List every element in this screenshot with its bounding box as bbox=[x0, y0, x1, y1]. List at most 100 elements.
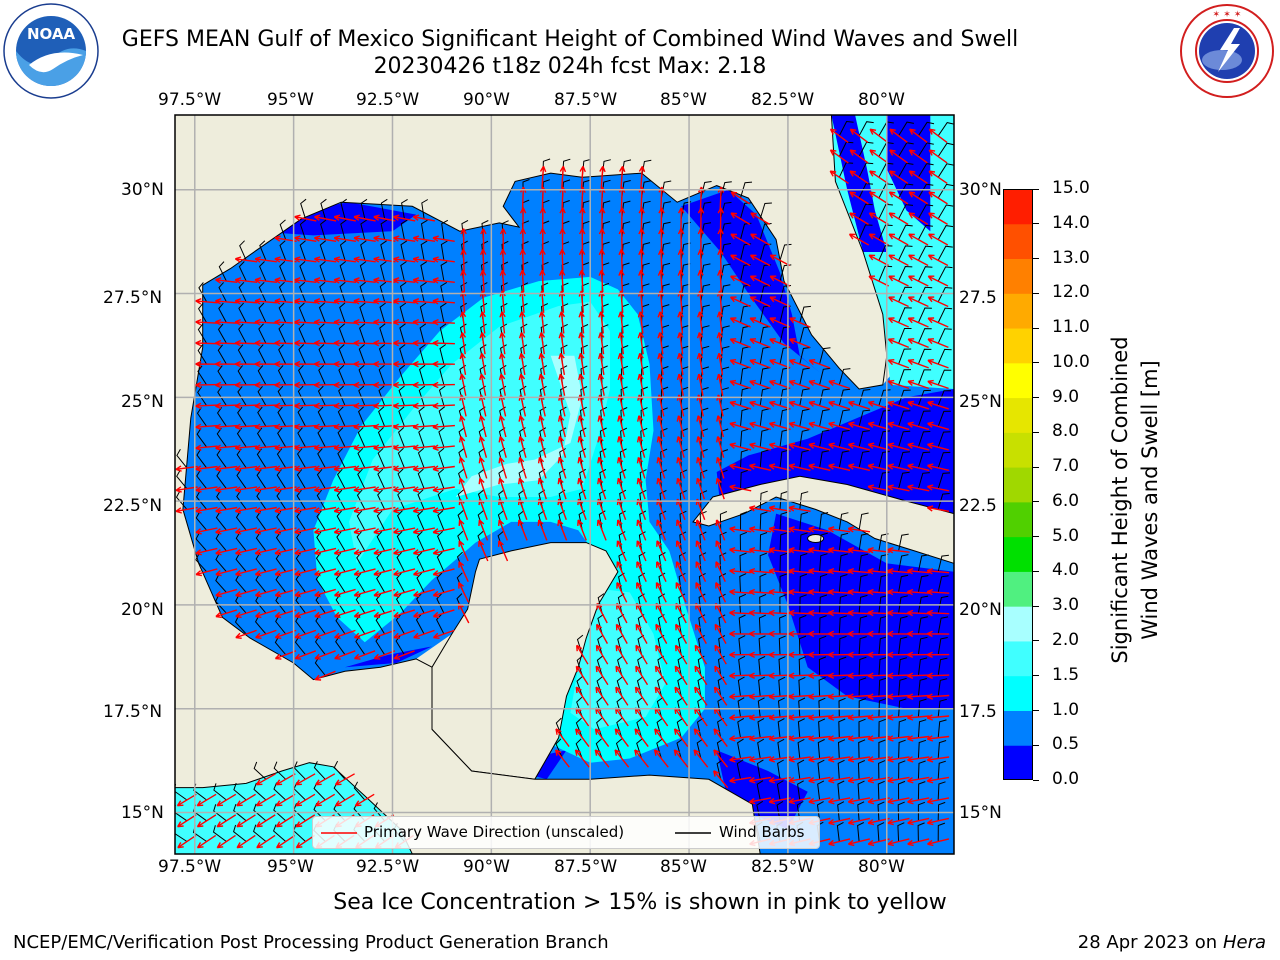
wave-direction-arrow bbox=[575, 686, 589, 706]
wind-barb bbox=[396, 551, 405, 572]
map-legend: Primary Wave Direction (unscaled) Wind B… bbox=[312, 816, 820, 849]
wave-direction-arrow bbox=[828, 756, 851, 763]
wind-barb bbox=[798, 656, 806, 676]
wave-direction-arrow bbox=[235, 629, 257, 639]
wind-barb bbox=[237, 406, 247, 427]
wind-barb bbox=[641, 262, 650, 282]
wave-direction-arrow bbox=[254, 256, 277, 263]
wind-barb bbox=[758, 635, 766, 655]
wind-barb bbox=[799, 614, 807, 634]
wind-barb bbox=[680, 283, 691, 302]
wind-barb bbox=[298, 302, 306, 323]
wave-direction-arrow bbox=[393, 214, 416, 222]
wave-direction-arrow bbox=[907, 609, 930, 617]
wind-barb bbox=[660, 201, 671, 219]
wave-direction-arrow bbox=[215, 527, 238, 535]
wave-direction-arrow bbox=[373, 588, 396, 598]
wave-direction-arrow bbox=[254, 527, 277, 535]
wave-band-1.5-2m-yucatan bbox=[570, 588, 666, 730]
wind-barb bbox=[659, 469, 668, 489]
wind-barb bbox=[641, 242, 651, 261]
wave-direction-arrow bbox=[887, 797, 910, 805]
wave-direction-arrow bbox=[749, 296, 771, 308]
wind-barb bbox=[196, 448, 207, 469]
colorbar-segment bbox=[1003, 189, 1033, 225]
lat-tick-label: 22.5°N bbox=[103, 496, 163, 516]
wind-barb bbox=[359, 302, 366, 323]
wind-barb bbox=[898, 328, 912, 344]
wind-barb bbox=[877, 801, 885, 821]
wave-direction-arrow bbox=[294, 360, 317, 368]
wave-direction-arrow bbox=[478, 540, 489, 562]
wave-direction-arrow bbox=[769, 317, 791, 328]
wind-barb bbox=[357, 447, 366, 469]
wind-barb bbox=[898, 554, 909, 572]
wave-direction-arrow bbox=[729, 651, 752, 659]
wind-barb bbox=[238, 302, 247, 323]
wave-direction-arrow bbox=[579, 165, 586, 189]
wind-barb bbox=[937, 286, 953, 303]
wind-barb bbox=[597, 593, 605, 614]
wave-direction-arrow bbox=[657, 352, 664, 376]
wind-barb bbox=[639, 448, 648, 468]
wave-direction-arrow bbox=[889, 128, 908, 143]
wave-direction-arrow bbox=[275, 834, 296, 849]
wind-barb bbox=[680, 469, 688, 489]
wave-direction-arrow bbox=[555, 728, 570, 748]
wave-direction-arrow bbox=[750, 212, 771, 226]
wave-direction-arrow bbox=[907, 776, 930, 784]
wave-direction-arrow bbox=[275, 773, 296, 786]
wind-barb bbox=[917, 389, 931, 406]
wind-barb bbox=[777, 738, 785, 759]
wind-barb bbox=[700, 284, 711, 302]
wind-barb bbox=[740, 366, 750, 385]
wave-direction-arrow bbox=[353, 568, 376, 577]
wind-barb bbox=[837, 801, 845, 821]
wave-direction-arrow bbox=[887, 547, 910, 554]
wave-direction-arrow bbox=[254, 360, 277, 368]
map-title: GEFS MEAN Gulf of Mexico Significant Hei… bbox=[121, 27, 1019, 52]
wave-direction-arrow bbox=[748, 776, 772, 784]
wave-direction-arrow bbox=[615, 623, 628, 644]
wave-direction-arrow bbox=[538, 311, 546, 334]
wind-barb bbox=[937, 760, 946, 780]
wind-barb bbox=[277, 385, 287, 406]
wind-barb bbox=[660, 448, 668, 468]
wave-direction-arrow bbox=[393, 465, 416, 472]
wave-direction-arrow bbox=[558, 332, 565, 355]
wave-direction-arrow bbox=[234, 256, 258, 263]
colorbar-tick-label: 12.0 bbox=[1052, 282, 1090, 303]
colorbar-frame bbox=[1003, 189, 1033, 780]
wave-direction-arrow bbox=[353, 402, 376, 410]
wind-barb bbox=[397, 447, 405, 469]
wave-direction-arrow bbox=[557, 519, 568, 541]
wave-direction-arrow bbox=[413, 609, 435, 619]
wave-direction-arrow bbox=[847, 693, 871, 700]
wind-barb bbox=[195, 511, 207, 531]
wave-direction-arrow bbox=[657, 311, 664, 334]
wind-barb bbox=[837, 780, 845, 801]
wave-direction-arrow bbox=[557, 415, 566, 438]
wave-direction-arrow bbox=[729, 567, 752, 575]
wave-direction-arrow bbox=[828, 421, 851, 431]
colorbar-segment bbox=[1003, 536, 1033, 572]
wind-barb bbox=[937, 616, 949, 635]
wave-direction-arrow bbox=[614, 749, 630, 768]
wave-direction-arrow bbox=[808, 735, 831, 742]
lat-tick-label: 27.5°N bbox=[103, 288, 163, 308]
wave-direction-arrow bbox=[675, 540, 687, 562]
wind-barb bbox=[817, 780, 825, 801]
wave-direction-arrow bbox=[715, 519, 726, 541]
wind-barb bbox=[319, 281, 326, 302]
wave-direction-arrow bbox=[926, 630, 950, 638]
wind-barb bbox=[437, 489, 445, 510]
wave-direction-arrow bbox=[674, 686, 688, 706]
wind-barb bbox=[218, 302, 227, 323]
wind-barb bbox=[897, 801, 905, 821]
wave-direction-arrow bbox=[557, 477, 567, 500]
wind-barb bbox=[917, 719, 927, 738]
wave-direction-arrow bbox=[676, 477, 686, 500]
wind-barb bbox=[555, 717, 563, 738]
wave-direction-arrow bbox=[847, 630, 871, 638]
